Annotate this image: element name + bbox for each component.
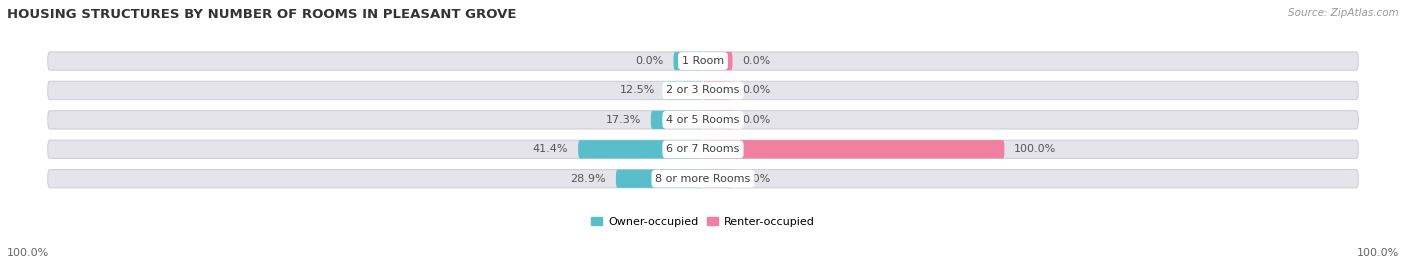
Text: 1 Room: 1 Room [682,56,724,66]
FancyBboxPatch shape [703,81,733,100]
Text: Source: ZipAtlas.com: Source: ZipAtlas.com [1288,8,1399,18]
Text: 0.0%: 0.0% [636,56,664,66]
Text: 0.0%: 0.0% [742,115,770,125]
Text: 0.0%: 0.0% [742,56,770,66]
Legend: Owner-occupied, Renter-occupied: Owner-occupied, Renter-occupied [592,217,814,226]
FancyBboxPatch shape [703,169,733,188]
Text: 100.0%: 100.0% [1357,248,1399,258]
FancyBboxPatch shape [48,169,1358,188]
FancyBboxPatch shape [673,52,703,70]
Text: 4 or 5 Rooms: 4 or 5 Rooms [666,115,740,125]
Text: 17.3%: 17.3% [606,115,641,125]
FancyBboxPatch shape [703,140,1004,158]
Text: 0.0%: 0.0% [742,86,770,95]
FancyBboxPatch shape [578,140,703,158]
Text: 28.9%: 28.9% [571,174,606,184]
FancyBboxPatch shape [616,169,703,188]
FancyBboxPatch shape [48,81,1358,100]
FancyBboxPatch shape [703,52,733,70]
Text: 6 or 7 Rooms: 6 or 7 Rooms [666,144,740,154]
Text: 8 or more Rooms: 8 or more Rooms [655,174,751,184]
Text: 0.0%: 0.0% [742,174,770,184]
Text: 12.5%: 12.5% [620,86,655,95]
FancyBboxPatch shape [703,111,733,129]
FancyBboxPatch shape [48,111,1358,129]
FancyBboxPatch shape [651,111,703,129]
FancyBboxPatch shape [48,52,1358,70]
Text: HOUSING STRUCTURES BY NUMBER OF ROOMS IN PLEASANT GROVE: HOUSING STRUCTURES BY NUMBER OF ROOMS IN… [7,8,516,21]
Text: 100.0%: 100.0% [7,248,49,258]
Text: 41.4%: 41.4% [533,144,568,154]
Text: 100.0%: 100.0% [1014,144,1056,154]
FancyBboxPatch shape [48,140,1358,158]
FancyBboxPatch shape [665,81,703,100]
Text: 2 or 3 Rooms: 2 or 3 Rooms [666,86,740,95]
